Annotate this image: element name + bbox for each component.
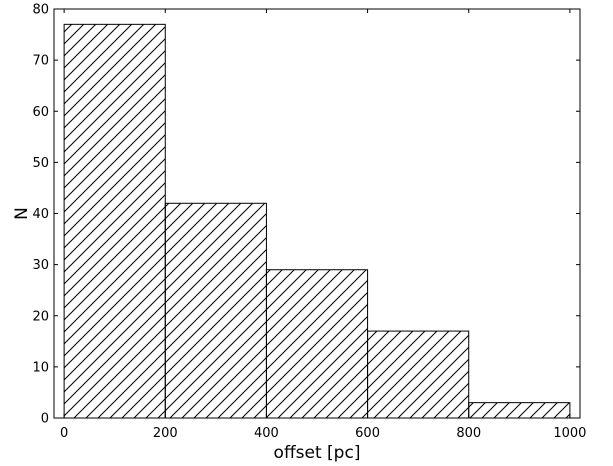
y-tick-label: 70 bbox=[32, 54, 49, 69]
bars-layer bbox=[63, 23, 571, 419]
x-tick-label: 1000 bbox=[553, 426, 586, 441]
histogram-bar bbox=[164, 202, 267, 419]
x-axis-label: offset [pc] bbox=[274, 443, 361, 463]
x-tick-label: 200 bbox=[153, 426, 178, 441]
histogram-bar bbox=[468, 402, 571, 419]
y-tick-label: 30 bbox=[32, 258, 49, 273]
tick-labels-layer: 0 200 400 600 800 1000 0 10 20 30 40 50 60 70 80 bbox=[32, 3, 586, 442]
x-tick-label: 800 bbox=[456, 426, 481, 441]
x-tick-label: 400 bbox=[254, 426, 279, 441]
y-tick-label: 20 bbox=[32, 309, 49, 324]
y-axis-label: N bbox=[12, 207, 32, 220]
y-tick-label: 60 bbox=[32, 105, 49, 120]
y-tick-label: 40 bbox=[32, 207, 49, 222]
y-tick-label: 0 bbox=[41, 412, 49, 427]
histogram-bar bbox=[367, 330, 470, 419]
x-tick-label: 600 bbox=[355, 426, 380, 441]
ticks-layer bbox=[54, 8, 580, 419]
histogram-bar bbox=[63, 23, 166, 419]
x-tick-label: 0 bbox=[60, 426, 68, 441]
y-tick-label: 80 bbox=[32, 3, 49, 18]
y-tick-label: 10 bbox=[32, 360, 49, 375]
histogram-bar bbox=[265, 269, 369, 419]
y-tick-label: 50 bbox=[32, 156, 49, 171]
